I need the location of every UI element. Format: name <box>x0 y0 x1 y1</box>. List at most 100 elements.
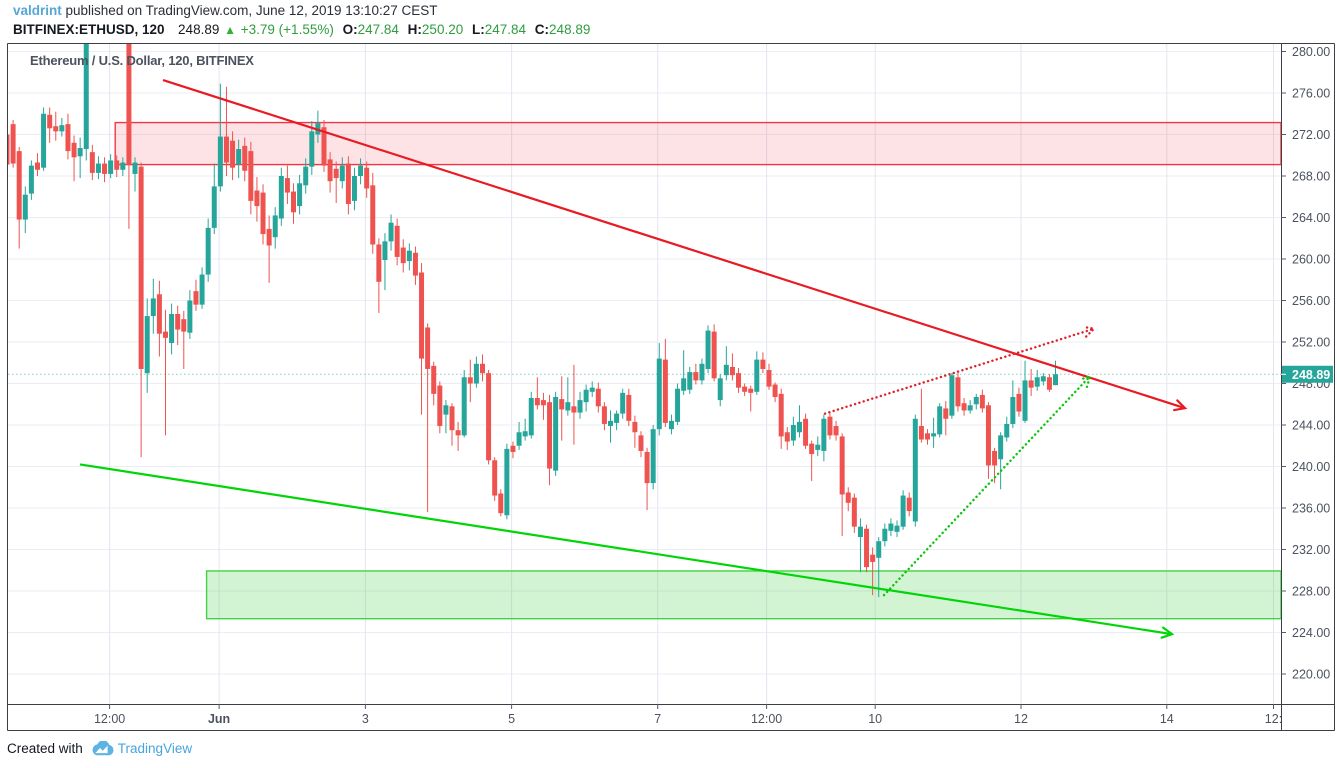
candle <box>742 383 748 396</box>
candle <box>144 298 150 393</box>
candle <box>595 382 601 413</box>
candle <box>254 177 260 222</box>
descending-support-line[interactable] <box>79 463 1173 636</box>
candle <box>16 146 22 249</box>
candle <box>528 391 534 439</box>
candle <box>266 215 272 283</box>
candle <box>364 161 370 198</box>
candle <box>8 134 10 165</box>
descending-support-line-arrowhead <box>1160 626 1175 639</box>
candle <box>181 310 187 369</box>
price-tick-label: 252.00 <box>1292 336 1330 350</box>
candle <box>937 403 943 438</box>
candle <box>47 107 53 143</box>
candle <box>1028 368 1034 396</box>
tradingview-brand-text[interactable]: TradingView <box>117 741 193 756</box>
candle <box>34 153 40 176</box>
change-value: +3.79 (+1.55%) <box>240 22 334 37</box>
candle <box>1016 387 1022 417</box>
candle <box>571 364 577 445</box>
candle <box>382 233 388 291</box>
candle <box>668 414 674 435</box>
candle <box>864 524 870 573</box>
candle <box>973 393 979 410</box>
last-price-axis-label: 248.89 <box>1281 365 1333 383</box>
chart-pane-title: Ethereum / U.S. Dollar, 120, BITFINEX <box>30 53 254 68</box>
candle <box>553 391 559 476</box>
ascending-dotted-resistance[interactable] <box>823 327 1096 415</box>
candle <box>608 410 614 443</box>
candle <box>28 160 34 200</box>
chart-frame <box>7 43 1335 731</box>
candle <box>760 352 766 374</box>
candle <box>425 323 431 513</box>
candle <box>419 263 425 415</box>
candle <box>339 157 345 189</box>
low-label: L: <box>471 22 485 37</box>
candle <box>900 490 906 530</box>
candle <box>193 279 199 311</box>
price-axis[interactable]: 280.00 276.00 272.00 268.00 264.00 260.00 256.… <box>1281 45 1330 682</box>
candle <box>827 412 833 440</box>
candle <box>784 427 790 450</box>
candle <box>772 382 778 403</box>
ascending-dotted-support[interactable] <box>882 375 1092 597</box>
candle <box>699 358 705 385</box>
price-tick-label: 232.00 <box>1292 543 1330 557</box>
candle <box>278 167 284 226</box>
candle <box>406 243 412 271</box>
time-tick-label: 3 <box>362 712 369 726</box>
candle <box>656 343 662 436</box>
candle <box>53 111 59 141</box>
symbol-ohlc-row: BITFINEX:ETHUSD, 120 248.89 ▲ +3.79 (+1.… <box>13 21 590 39</box>
candle <box>1022 360 1028 423</box>
candle <box>486 370 492 465</box>
candle <box>309 121 315 175</box>
candle <box>358 158 364 185</box>
price-tick-label: 236.00 <box>1292 502 1330 516</box>
candle <box>102 157 108 183</box>
ascending-dotted-support-arrowhead <box>1078 374 1092 389</box>
candle <box>967 400 973 414</box>
candle <box>260 184 266 245</box>
price-chart[interactable]: 280.00 276.00 272.00 268.00 264.00 260.00 256.… <box>0 0 1337 738</box>
candle <box>1053 360 1059 386</box>
candle <box>59 117 65 137</box>
time-tick-label: 14 <box>1160 712 1174 726</box>
tradingview-logo-icon <box>91 740 115 756</box>
candle <box>815 436 821 457</box>
candle <box>687 366 693 394</box>
candle <box>431 361 437 406</box>
time-tick-label: 10 <box>868 712 882 726</box>
author-username[interactable]: valdrint <box>13 3 62 18</box>
candle <box>455 421 461 451</box>
close-value: 248.89 <box>549 22 591 37</box>
candle <box>138 162 144 458</box>
candle <box>876 537 882 598</box>
candle <box>882 523 888 547</box>
candle <box>114 155 120 178</box>
support-zone[interactable] <box>205 570 1281 620</box>
price-tick-label: 260.00 <box>1292 253 1330 267</box>
price-tick-label: 228.00 <box>1292 585 1330 599</box>
high-label: H: <box>407 22 422 37</box>
candle <box>906 492 912 517</box>
candle <box>473 356 479 388</box>
candle <box>601 402 607 431</box>
candle <box>638 431 644 458</box>
candle <box>376 238 382 313</box>
candle <box>796 405 802 438</box>
candle <box>242 137 248 182</box>
svg-text:248.89: 248.89 <box>1292 368 1330 382</box>
candle <box>644 447 650 511</box>
candle <box>931 417 937 448</box>
candle <box>205 218 211 282</box>
resistance-zone[interactable] <box>114 121 1281 166</box>
candle <box>998 432 1004 490</box>
price-tick-label: 240.00 <box>1292 460 1330 474</box>
candle <box>778 388 784 449</box>
candle <box>199 267 205 309</box>
candle <box>675 383 681 425</box>
time-axis[interactable]: 12:00 Jun 3 5 7 12:00 10 12 14 12: <box>94 704 1282 726</box>
candle <box>833 420 839 441</box>
